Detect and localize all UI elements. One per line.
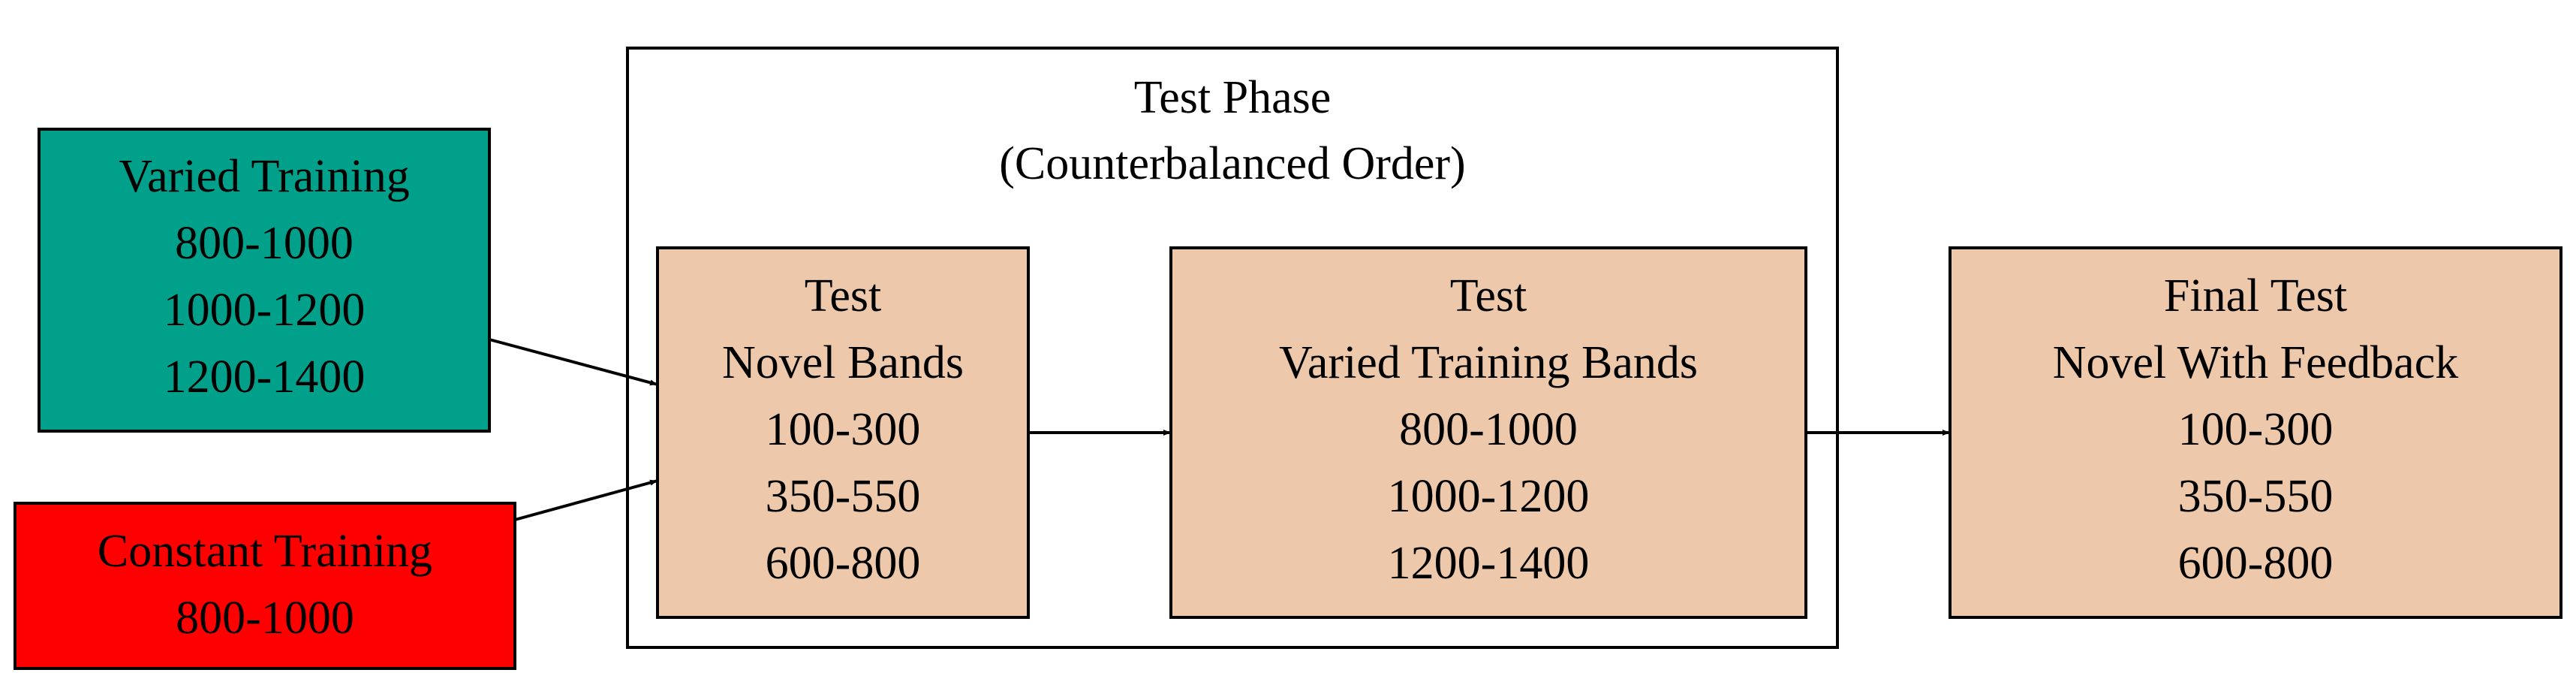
edge-varied-to-test-novel: [489, 338, 658, 386]
varied-training-band-3: 1200-1400: [164, 352, 366, 403]
test-phase-cluster: Test Phase (Counterbalanced Order): [626, 47, 1839, 649]
edge-constant-to-test-novel: [514, 479, 658, 521]
cluster-title: Test Phase: [1134, 72, 1332, 123]
test-novel-band-2: 350-550: [766, 471, 921, 522]
test-varied-subtitle: Varied Training Bands: [1279, 337, 1698, 388]
test-novel-bands-box: [656, 246, 1030, 619]
test-varied-band-3: 1200-1400: [1388, 538, 1590, 589]
test-novel-band-1: 100-300: [766, 404, 921, 455]
varied-training-label: Varied Training: [119, 151, 410, 202]
test-varied-title: Test: [1450, 270, 1527, 321]
constant-training-band-1: 800-1000: [176, 593, 354, 644]
cluster-subtitle: (Counterbalanced Order): [999, 138, 1465, 189]
final-test-band-3: 600-800: [2178, 538, 2334, 589]
varied-training-band-1: 800-1000: [175, 218, 354, 269]
final-test-title: Final Test: [2164, 270, 2347, 321]
test-varied-band-2: 1000-1200: [1388, 471, 1590, 522]
test-varied-band-1: 800-1000: [1399, 404, 1578, 455]
final-test-node: Final Test Novel With Feedback 100-300 3…: [1949, 246, 2562, 619]
test-varied-bands-box: [1169, 246, 1807, 619]
varied-training-node: Varied Training 800-1000 1000-1200 1200-…: [38, 128, 491, 433]
constant-training-box: [14, 502, 516, 670]
final-test-subtitle: Novel With Feedback: [2053, 337, 2458, 388]
final-test-band-2: 350-550: [2178, 471, 2334, 522]
test-novel-bands-node: Test Novel Bands 100-300 350-550 600-800: [656, 246, 1030, 619]
test-varied-bands-node: Test Varied Training Bands 800-1000 1000…: [1169, 246, 1807, 619]
final-test-band-1: 100-300: [2178, 404, 2334, 455]
constant-training-label: Constant Training: [98, 526, 432, 577]
test-phase-cluster-border: [626, 47, 1839, 649]
varied-training-box: [38, 128, 491, 433]
test-novel-subtitle: Novel Bands: [722, 337, 964, 388]
final-test-box: [1949, 246, 2562, 619]
test-novel-title: Test: [805, 270, 881, 321]
test-novel-band-3: 600-800: [766, 538, 921, 589]
constant-training-node: Constant Training 800-1000: [14, 502, 516, 670]
varied-training-band-2: 1000-1200: [164, 285, 366, 336]
